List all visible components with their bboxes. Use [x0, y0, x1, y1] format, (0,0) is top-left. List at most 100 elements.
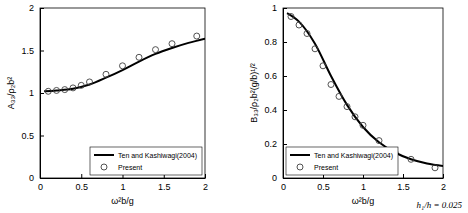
plot-frame: [40, 8, 205, 178]
x-tick: 2: [441, 174, 446, 192]
legend: Ten and Kashiwagi(2004) Present: [286, 147, 398, 175]
series-point: [312, 46, 318, 52]
y-axis: 0 0.2 0.4 0.6 0.8 1: [264, 3, 287, 183]
y-axis-title: A₃₃/ρ₂b²: [6, 77, 16, 109]
y-tick: 1: [29, 88, 44, 98]
legend-label: Present: [314, 164, 338, 171]
x-tick: 0.5: [317, 174, 330, 192]
x-axis: 0 0.5 1 1.5 2: [38, 174, 208, 192]
series-point: [320, 63, 326, 69]
legend-label: Ten and Kashiwagi(2004): [314, 152, 393, 160]
y-tick-mark: [40, 51, 44, 52]
legend-swatch: [94, 154, 114, 156]
y-tick-mark: [283, 42, 287, 43]
y-tick: 1.5: [21, 46, 44, 56]
y-tick-mark: [283, 76, 287, 77]
series-point: [87, 79, 93, 85]
x-tick-mark: [205, 174, 206, 178]
series-point: [344, 104, 350, 110]
x-axis-line: [284, 178, 444, 179]
series-point: [103, 71, 109, 77]
series-point: [78, 82, 84, 88]
series-point: [153, 47, 159, 53]
x-tick: 1.5: [397, 174, 410, 192]
x-tick-mark: [81, 174, 82, 178]
x-tick-label: 1: [361, 182, 366, 192]
y-tick: 1: [272, 3, 287, 13]
series-point: [376, 138, 382, 144]
y-tick-label: 1: [272, 3, 277, 13]
series-point: [296, 22, 302, 28]
x-tick: 1: [361, 174, 366, 192]
series-point: [194, 33, 200, 39]
x-tick: 1: [120, 174, 125, 192]
plot-marks: [44, 33, 205, 94]
y-tick: 0.2: [264, 139, 287, 149]
y-axis-line: [283, 9, 284, 179]
annotation: h₁/h = 0.025: [417, 200, 463, 210]
series-point: [336, 93, 342, 99]
series-point: [120, 63, 126, 69]
y-tick-label: 0: [29, 173, 34, 183]
legend-label: Ten and Kashiwagi(2004): [118, 152, 197, 160]
series-point: [304, 31, 310, 37]
x-tick: 1.5: [158, 174, 171, 192]
y-tick: 0.4: [264, 105, 287, 115]
x-tick-label: 2: [441, 182, 446, 192]
x-tick-label: 0: [38, 182, 43, 192]
series-point: [70, 85, 76, 91]
x-axis-title: ω²b/g: [352, 196, 375, 206]
x-axis-title: ω²b/g: [111, 196, 134, 206]
x-axis: 0 0.5 1 1.5 2: [281, 174, 446, 192]
plot-frame: [283, 8, 443, 178]
series-line: [44, 39, 205, 92]
x-tick: 0.5: [75, 174, 88, 192]
series-point: [45, 88, 51, 94]
x-tick-label: 1.5: [158, 182, 171, 192]
y-tick: 2: [29, 3, 44, 13]
series-point: [288, 14, 294, 20]
y-tick-mark: [283, 144, 287, 145]
y-tick-label: 0.5: [21, 131, 34, 141]
legend: Ten and Kashiwagi(2004)Present: [90, 147, 202, 175]
y-tick-label: 0.2: [264, 139, 277, 149]
series-point: [54, 87, 60, 93]
y-tick-mark: [40, 178, 44, 179]
x-tick-label: 0.5: [75, 182, 88, 192]
legend-box: [90, 147, 202, 175]
y-tick-mark: [40, 8, 44, 9]
y-tick-label: 0.4: [264, 105, 277, 115]
y-tick-mark: [40, 93, 44, 94]
y-tick-label: 0: [272, 173, 277, 183]
legend-box: [286, 147, 398, 175]
y-tick-label: 0.6: [264, 71, 277, 81]
x-tick-label: 0.5: [317, 182, 330, 192]
x-axis-line: [41, 178, 206, 179]
y-tick: 0.6: [264, 71, 287, 81]
legend-swatch: [290, 154, 310, 156]
x-tick-label: 0: [281, 182, 286, 192]
y-tick-mark: [283, 178, 287, 179]
chart: 00.511.5200.20.40.60.81ω²b/gB₃₃/ρ₂b²(g/b…: [249, 3, 446, 206]
y-tick-mark: [283, 8, 287, 9]
y-tick: 0: [272, 173, 287, 183]
series-point: [360, 122, 366, 128]
x-tick-label: 1.5: [397, 182, 410, 192]
series-point: [62, 87, 68, 93]
y-tick: 0.5: [21, 131, 44, 141]
series-point: [352, 114, 358, 120]
y-tick: 0.8: [264, 37, 287, 47]
x-tick-label: 1: [120, 182, 125, 192]
series-line: [287, 13, 443, 166]
series-point: [136, 54, 142, 60]
legend-swatch: [297, 164, 303, 170]
series-point: [328, 82, 334, 88]
y-tick-mark: [283, 110, 287, 111]
x-tick: 2: [203, 174, 208, 192]
y-tick: 0: [29, 173, 44, 183]
legend-swatch: [101, 164, 107, 170]
series-point: [408, 156, 414, 162]
y-tick-label: 2: [29, 3, 34, 13]
series-point: [169, 41, 175, 47]
figure: 0 0.5 1 1.5 2 0 0.5 1 1.5 2 ω²b/g A₃₃/ρ₂b² Ten and K…: [0, 0, 468, 213]
